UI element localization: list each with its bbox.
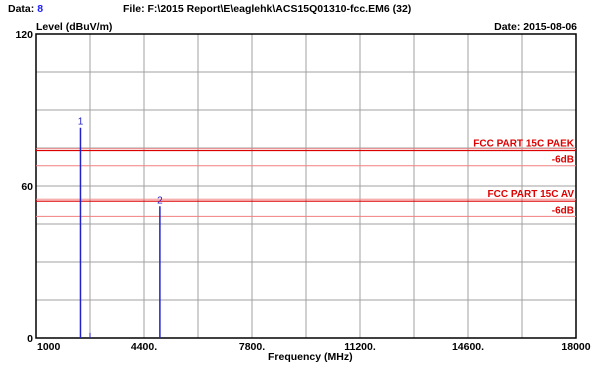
x-axis-title: Frequency (MHz)	[268, 351, 353, 363]
margin-label: -6dB	[552, 205, 574, 216]
x-tick-label: 4400.	[131, 341, 157, 353]
plot-frame	[35, 33, 577, 339]
x-tick-label: 1000	[37, 341, 61, 353]
x-tick-label: 7800.	[239, 341, 265, 353]
marker-label: 1	[78, 117, 84, 128]
y-tick-label: 60	[21, 181, 33, 193]
y-tick-label: 120	[15, 29, 33, 41]
margin-label: -6dB	[552, 155, 574, 166]
x-tick-label: 11200.	[344, 341, 376, 353]
data-number: 8	[37, 3, 44, 15]
limit-label: FCC PART 15C AV	[488, 189, 575, 200]
y-tick-label: 0	[27, 333, 33, 345]
file-path: File: F:\2015 Report\E\eaglehk\ACS15Q013…	[123, 3, 412, 15]
x-tick-label: 14600.	[452, 341, 484, 353]
marker-label: 2	[157, 195, 163, 206]
y-axis-title: Level (dBuV/m)	[36, 21, 113, 33]
x-tick-label: 18000	[561, 341, 590, 353]
data-label: Data: 8	[8, 3, 43, 15]
limit-label: FCC PART 15C PAEK	[473, 139, 575, 150]
date-stamp: Date: 2015-08-06	[494, 21, 577, 33]
data-label-text: Data:	[8, 3, 35, 15]
